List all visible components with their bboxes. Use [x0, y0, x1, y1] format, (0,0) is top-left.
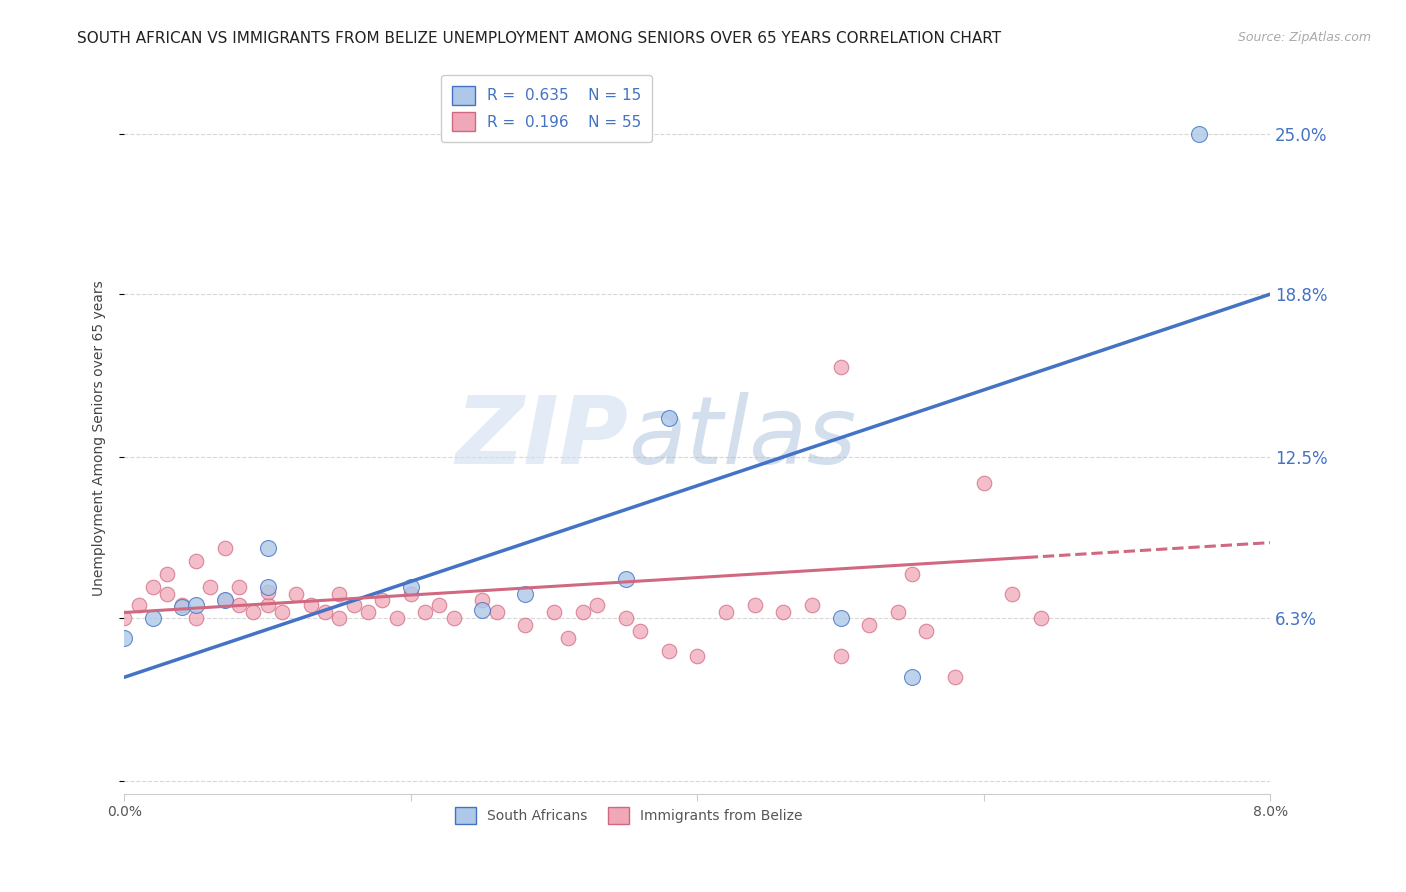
Point	[943, 670, 966, 684]
Point	[471, 592, 494, 607]
Legend: South Africans, Immigrants from Belize: South Africans, Immigrants from Belize	[449, 801, 808, 830]
Point	[858, 618, 880, 632]
Point	[256, 584, 278, 599]
Point	[471, 603, 494, 617]
Point	[557, 632, 579, 646]
Point	[800, 598, 823, 612]
Point	[112, 610, 135, 624]
Point	[399, 580, 422, 594]
Point	[485, 606, 508, 620]
Point	[1029, 610, 1052, 624]
Y-axis label: Unemployment Among Seniors over 65 years: Unemployment Among Seniors over 65 years	[93, 280, 107, 596]
Point	[328, 587, 350, 601]
Point	[399, 587, 422, 601]
Point	[256, 541, 278, 555]
Point	[200, 580, 222, 594]
Point	[1188, 127, 1211, 141]
Point	[830, 649, 852, 664]
Point	[214, 592, 236, 607]
Point	[285, 587, 308, 601]
Point	[271, 606, 294, 620]
Text: atlas: atlas	[628, 392, 856, 483]
Point	[915, 624, 938, 638]
Point	[299, 598, 322, 612]
Text: Source: ZipAtlas.com: Source: ZipAtlas.com	[1237, 31, 1371, 45]
Text: SOUTH AFRICAN VS IMMIGRANTS FROM BELIZE UNEMPLOYMENT AMONG SENIORS OVER 65 YEARS: SOUTH AFRICAN VS IMMIGRANTS FROM BELIZE …	[77, 31, 1001, 46]
Point	[314, 606, 336, 620]
Point	[156, 566, 179, 581]
Point	[830, 359, 852, 374]
Point	[328, 610, 350, 624]
Point	[744, 598, 766, 612]
Point	[184, 554, 207, 568]
Point	[1001, 587, 1024, 601]
Point	[214, 592, 236, 607]
Point	[413, 606, 436, 620]
Point	[371, 592, 394, 607]
Point	[429, 598, 451, 612]
Text: ZIP: ZIP	[456, 392, 628, 483]
Point	[973, 476, 995, 491]
Point	[543, 606, 565, 620]
Point	[686, 649, 709, 664]
Point	[385, 610, 408, 624]
Point	[586, 598, 609, 612]
Point	[658, 411, 681, 425]
Point	[628, 624, 651, 638]
Point	[571, 606, 593, 620]
Point	[184, 598, 207, 612]
Point	[242, 606, 264, 620]
Point	[228, 598, 250, 612]
Point	[830, 610, 852, 624]
Point	[772, 606, 794, 620]
Point	[515, 618, 537, 632]
Point	[170, 600, 193, 615]
Point	[228, 580, 250, 594]
Point	[443, 610, 465, 624]
Point	[256, 580, 278, 594]
Point	[256, 598, 278, 612]
Point	[714, 606, 737, 620]
Point	[901, 566, 924, 581]
Point	[184, 610, 207, 624]
Point	[170, 598, 193, 612]
Point	[515, 587, 537, 601]
Point	[658, 644, 681, 658]
Point	[142, 610, 165, 624]
Point	[614, 610, 637, 624]
Point	[614, 572, 637, 586]
Point	[357, 606, 380, 620]
Point	[112, 632, 135, 646]
Point	[342, 598, 364, 612]
Point	[142, 580, 165, 594]
Point	[128, 598, 150, 612]
Point	[887, 606, 910, 620]
Point	[901, 670, 924, 684]
Point	[156, 587, 179, 601]
Point	[214, 541, 236, 555]
